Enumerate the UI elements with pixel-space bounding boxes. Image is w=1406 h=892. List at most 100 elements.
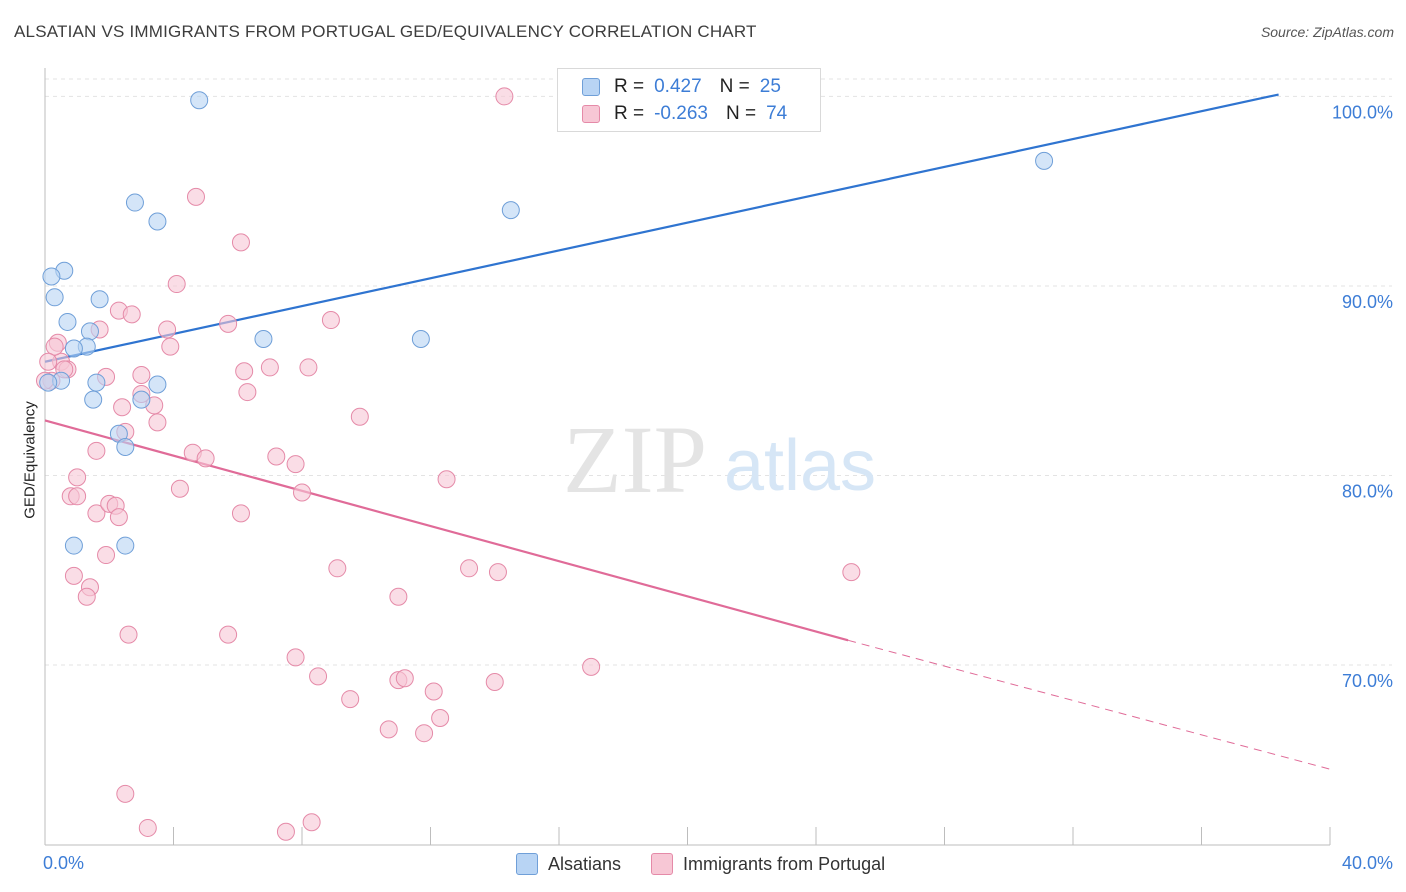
alsatians-point <box>116 536 135 555</box>
alsatians-swatch <box>516 853 538 875</box>
watermark-atlas: atlas <box>724 426 876 506</box>
r-label: R = <box>614 103 645 124</box>
alsatians-point <box>411 330 430 349</box>
bottom-legend: Alsatians Immigrants from Portugal <box>516 852 915 876</box>
alsatians-swatch <box>582 78 600 96</box>
portugal-swatch <box>651 853 674 875</box>
alsatians-point <box>64 536 83 555</box>
portugal-point <box>235 362 254 381</box>
stats-row-alsatians: R = 0.427 N = 25 <box>582 75 799 99</box>
portugal-point <box>138 818 157 837</box>
portugal-point <box>350 407 369 426</box>
alsatians-point <box>90 290 109 309</box>
portugal-point <box>77 587 96 606</box>
portugal-point <box>238 383 257 402</box>
stats-legend: R = 0.427 N = 25 R = -0.263 N = 74 <box>557 68 821 132</box>
portugal-point <box>231 233 250 252</box>
alsatians-point <box>80 322 99 341</box>
portugal-point <box>148 413 167 432</box>
alsatians-point <box>190 91 209 110</box>
y-tick-label: 70.0% <box>1342 671 1393 691</box>
legend-label-portugal: Immigrants from Portugal <box>683 853 886 874</box>
portugal-point <box>167 275 186 294</box>
portugal-point <box>158 320 177 339</box>
portugal-point <box>488 563 507 582</box>
x-tick-label: 40.0% <box>1342 853 1393 873</box>
data-points <box>36 87 1054 841</box>
alsatians-point <box>84 390 103 409</box>
portugal-point <box>170 479 189 498</box>
portugal-point <box>186 187 205 206</box>
trendline-extension <box>847 639 1331 770</box>
portugal-point <box>87 504 106 523</box>
legend-item-portugal[interactable]: Immigrants from Portugal <box>651 853 885 875</box>
n-value: 25 <box>759 76 781 97</box>
portugal-point <box>132 366 151 385</box>
x-tick-label: 0.0% <box>43 853 84 873</box>
n-value: 74 <box>766 103 788 124</box>
portugal-point <box>431 709 450 728</box>
r-value: 0.427 <box>654 76 702 97</box>
portugal-point <box>424 682 443 701</box>
portugal-point <box>219 625 238 644</box>
stats-row-portugal: R = -0.263 N = 74 <box>582 102 805 126</box>
r-value: -0.263 <box>654 103 708 124</box>
portugal-point <box>437 470 456 489</box>
alsatians-point <box>45 288 64 307</box>
portugal-point <box>582 657 601 676</box>
alsatians-point <box>132 390 151 409</box>
portugal-point <box>293 483 311 502</box>
portugal-point <box>39 352 58 371</box>
portugal-point <box>842 563 861 582</box>
portugal-point <box>196 449 215 468</box>
source-credit: Source: ZipAtlas.com <box>1260 24 1394 40</box>
r-label: R = <box>614 76 645 97</box>
portugal-point <box>379 720 398 739</box>
portugal-point <box>495 87 514 106</box>
alsatians-point <box>148 375 167 394</box>
portugal-point <box>302 813 321 832</box>
axes <box>44 68 1331 846</box>
portugal-point <box>97 546 116 565</box>
portugal-point <box>276 822 295 841</box>
legend-item-alsatians[interactable]: Alsatians <box>516 853 621 875</box>
portugal-point <box>286 648 305 667</box>
portugal-point <box>116 784 135 803</box>
portugal-point <box>122 305 141 324</box>
y-tick-label: 80.0% <box>1342 481 1393 501</box>
portugal-point <box>286 455 305 474</box>
portugal-point <box>113 398 132 417</box>
trendline <box>44 419 849 642</box>
portugal-point <box>119 625 138 644</box>
portugal-point <box>321 311 340 330</box>
portugal-point <box>68 468 87 487</box>
portugal-point <box>87 441 106 460</box>
legend-label-alsatians: Alsatians <box>548 853 622 874</box>
portugal-point <box>460 559 479 578</box>
alsatians-point <box>501 201 520 220</box>
portugal-point <box>389 587 408 606</box>
portugal-point <box>260 358 279 377</box>
watermark: ZIP atlas <box>563 406 876 513</box>
alsatians-point <box>87 373 106 392</box>
portugal-point <box>64 566 83 585</box>
portugal-point <box>267 447 286 466</box>
portugal-point <box>68 487 87 506</box>
alsatians-point <box>125 193 144 212</box>
portugal-point <box>309 667 328 686</box>
portugal-point <box>219 314 238 333</box>
trend-lines <box>44 93 1331 770</box>
portugal-point <box>341 690 360 709</box>
alsatians-point <box>1035 151 1054 170</box>
alsatians-point <box>116 438 135 457</box>
tick-labels: 70.0% 80.0% 90.0% 100.0% 0.0% 40.0% <box>43 102 1393 873</box>
alsatians-point <box>58 312 77 331</box>
watermark-zip: ZIP <box>563 406 707 513</box>
portugal-point <box>45 337 64 356</box>
n-label: N = <box>719 76 750 97</box>
portugal-point <box>395 669 414 688</box>
chart-title: ALSATIAN VS IMMIGRANTS FROM PORTUGAL GED… <box>14 22 757 41</box>
portugal-point <box>299 358 318 377</box>
y-tick-label: 100.0% <box>1332 102 1393 122</box>
